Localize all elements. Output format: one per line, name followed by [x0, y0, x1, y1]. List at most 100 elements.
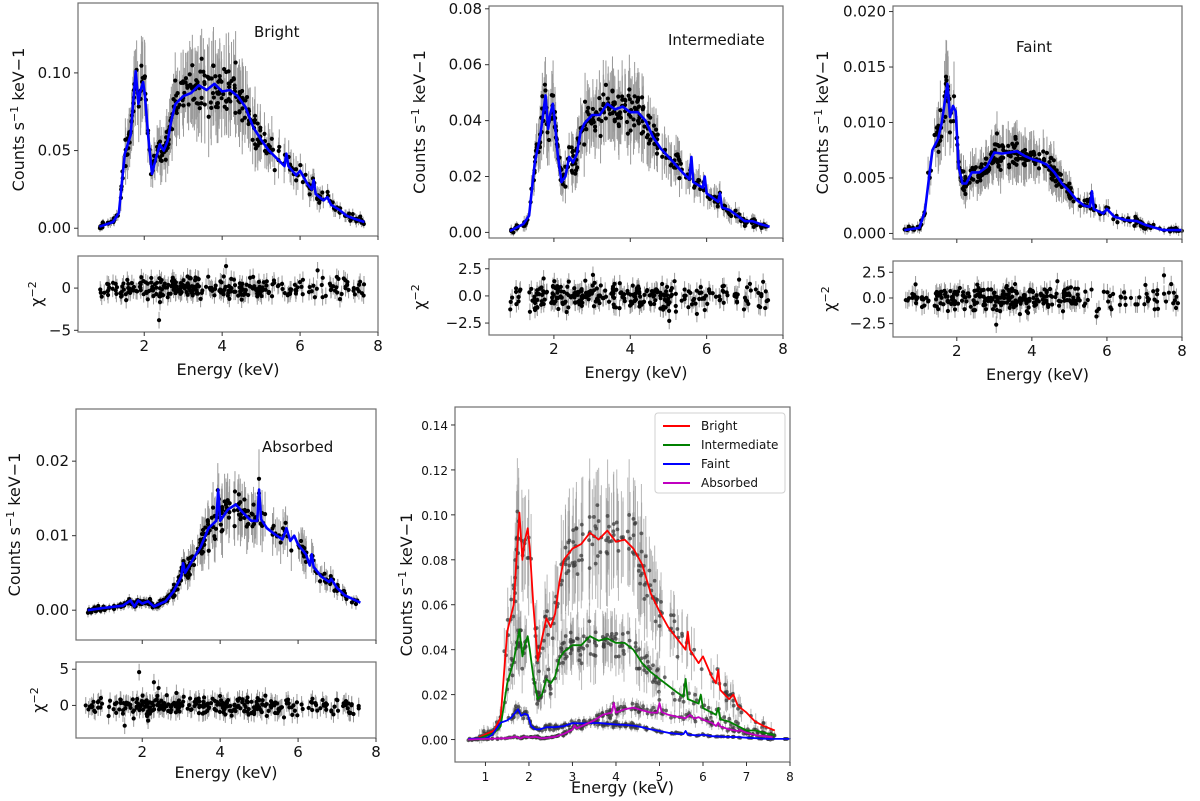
faint-data-point — [944, 78, 949, 83]
faint-residual-point — [1123, 295, 1128, 301]
intermediate-residual-point — [591, 304, 597, 309]
bright-residual-point — [166, 291, 171, 296]
faint-data-point — [1068, 196, 1073, 201]
faint-residual-point — [1047, 286, 1053, 292]
intermediate-data-point — [733, 208, 738, 213]
faint-data-point — [1008, 154, 1013, 159]
faint-main-y-tick-label: 0.010 — [843, 114, 886, 132]
faint-data-point — [1016, 156, 1021, 161]
intermediate-residual-point — [572, 286, 577, 291]
faint-x-axis-label: Energy (keV) — [986, 365, 1089, 384]
faint-residual-point — [1096, 306, 1102, 311]
faint-main-y-tick-label: 0.020 — [843, 3, 886, 21]
bright-residual-point — [110, 286, 115, 291]
faint-residual-point — [957, 285, 962, 291]
bright-data-point — [226, 69, 231, 74]
panel-absorbed: 0.00 0.01 0.02 Absorbed Counts s−1 keV−1 2 4 6 8… — [4, 408, 381, 782]
bright-residual-point — [223, 264, 229, 269]
bright-residual-point — [260, 286, 266, 292]
bright-residual-point — [139, 275, 144, 280]
faint-residual-point — [913, 282, 918, 287]
bright-residual-point — [288, 287, 294, 292]
bright-residual-point — [185, 274, 190, 279]
faint-model-line — [904, 82, 1182, 232]
bright-residual-point — [180, 282, 186, 288]
bright-residual-point — [251, 274, 256, 279]
absorbed-residual-point — [201, 699, 206, 704]
bright-data-point — [262, 131, 267, 136]
intermediate-residual-point — [554, 295, 559, 300]
intermediate-x-axis-label: Energy (keV) — [584, 363, 687, 382]
faint-data-point — [1041, 149, 1046, 154]
bright-data-point — [160, 153, 165, 158]
faint-data-point — [1132, 223, 1137, 228]
faint-residual-point — [1044, 290, 1049, 295]
faint-residual-point — [1004, 283, 1009, 289]
intermediate-residual-point — [717, 294, 722, 299]
faint-residual-point — [989, 287, 994, 292]
intermediate-residual-point — [713, 294, 719, 299]
absorbed-data-point — [238, 517, 243, 522]
faint-residual-point — [1142, 302, 1147, 307]
absorbed-data-points — [85, 449, 360, 618]
bright-residual-point — [332, 288, 338, 293]
bright-residual-point — [361, 282, 367, 287]
intermediate-data-point — [626, 112, 632, 117]
bright-resid-x-tick-label: 6 — [295, 337, 305, 355]
faint-residual-point — [932, 303, 937, 308]
faint-residual-point — [1171, 301, 1176, 306]
intermediate-residual-point — [625, 288, 630, 294]
faint-data-point — [1085, 199, 1090, 204]
bright-residual-point — [156, 318, 162, 323]
faint-residual-point — [992, 290, 997, 295]
absorbed-data-point — [278, 540, 283, 545]
bright-residual-point — [138, 281, 143, 286]
bright-residual-point — [255, 294, 260, 299]
bright-residual-point — [146, 289, 152, 294]
faint-residual-point — [995, 295, 1000, 300]
bright-residual-point — [243, 288, 248, 293]
intermediate-residual-point — [682, 287, 687, 292]
bright-residual-point — [287, 291, 293, 296]
faint-residual-point — [983, 302, 988, 307]
intermediate-residual-point — [759, 293, 764, 298]
bright-residual-point — [331, 284, 336, 289]
bright-residual-point — [123, 292, 128, 297]
bright-data-point — [222, 104, 227, 109]
intermediate-resid-y-tick-label: 0.0 — [458, 287, 482, 305]
bright-residual-point — [300, 277, 306, 282]
faint-residual-point — [999, 295, 1004, 300]
faint-residual-point — [1007, 305, 1012, 310]
faint-residual-point — [962, 295, 967, 300]
faint-data-point — [1029, 152, 1034, 157]
intermediate-residual-point — [765, 298, 771, 303]
absorbed-residual-point — [313, 701, 318, 706]
faint-residual-point — [1026, 305, 1031, 310]
bright-residual-point — [225, 293, 230, 298]
bright-data-point — [190, 63, 195, 68]
intermediate-residual-point — [610, 284, 616, 289]
bright-data-point — [181, 80, 186, 85]
intermediate-residual-point — [552, 279, 557, 284]
bright-residual-point — [102, 290, 107, 295]
intermediate-data-point — [616, 94, 621, 99]
intermediate-residual-point — [652, 292, 657, 298]
faint-residual-point — [950, 294, 955, 300]
faint-residual-point — [1031, 295, 1036, 300]
intermediate-residual-point — [702, 307, 707, 313]
absorbed-residual-point — [245, 695, 250, 700]
intermediate-residual-point — [647, 293, 652, 298]
faint-residual-point — [945, 299, 951, 304]
absorbed-data-point — [220, 528, 225, 533]
bright-residual-point — [98, 287, 103, 292]
faint-data-point — [995, 142, 1000, 148]
intermediate-data-point — [651, 123, 657, 128]
bright-residual-point — [293, 287, 298, 293]
faint-data-point — [975, 179, 980, 184]
absorbed-data-point — [232, 523, 237, 529]
faint-residual-point — [913, 301, 919, 306]
intermediate-residual-point — [648, 302, 653, 307]
intermediate-data-point — [615, 115, 620, 120]
bright-data-point — [142, 75, 147, 81]
bright-data-point — [240, 88, 245, 94]
